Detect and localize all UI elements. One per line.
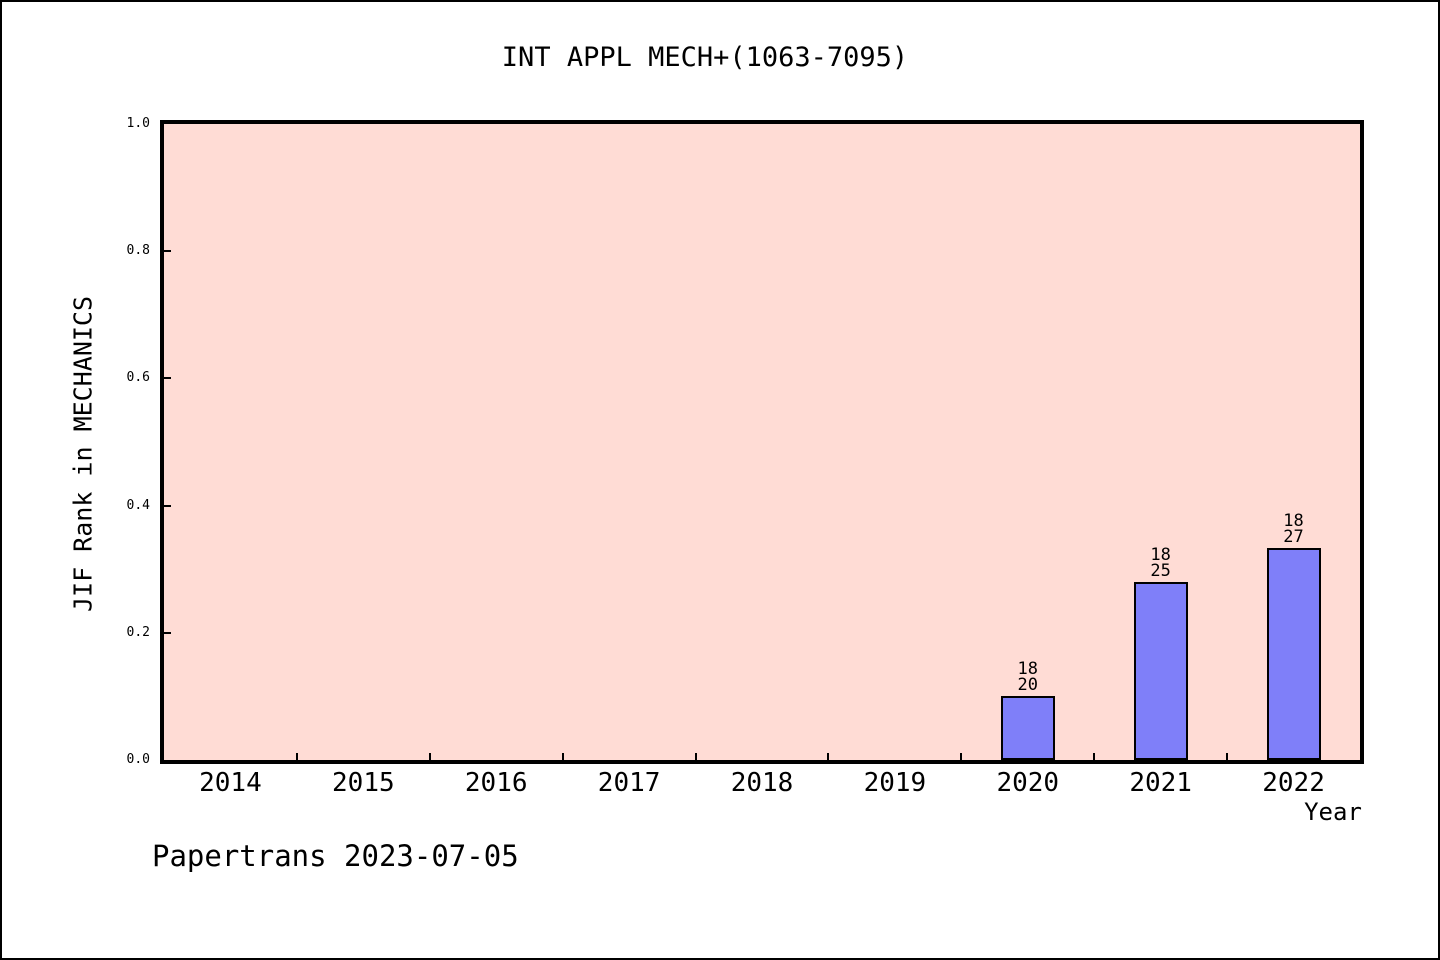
x-tick-mark: [561, 753, 564, 760]
y-tick-label-1.0: 1.0: [126, 116, 150, 131]
chart-title: INT APPL MECH+(1063-7095): [501, 42, 909, 73]
x-tick-mark: [827, 753, 830, 760]
y-tick-label-0.0: 0.0: [126, 752, 150, 767]
y-tick-mark: [164, 250, 171, 253]
y-tick-label-0.8: 0.8: [126, 243, 150, 259]
y-tick-mark: [164, 631, 171, 634]
x-tick-label-2017: 2017: [597, 768, 661, 798]
bar-2022: [1266, 548, 1321, 760]
x-tick-mark: [960, 753, 963, 760]
x-tick-mark: [694, 753, 697, 760]
x-tick-label-2014: 2014: [199, 768, 262, 798]
x-tick-mark: [1226, 753, 1229, 760]
bar-2021: [1133, 581, 1188, 760]
x-tick-mark: [1093, 753, 1096, 760]
footer-watermark: Papertrans 2023-07-05: [152, 839, 519, 873]
plot-area: 18 20 18 25 18 27: [160, 120, 1364, 764]
x-tick-label-2019: 2019: [863, 768, 927, 798]
x-tick-label-2018: 2018: [730, 768, 794, 798]
y-tick-mark: [164, 504, 171, 507]
bar-value-label-2020: 18 20: [1017, 659, 1038, 696]
y-tick-label-0.2: 0.2: [126, 624, 150, 640]
bar-value-label-2022: 18 27: [1283, 511, 1304, 548]
bar-value-label-2021: 18 25: [1150, 544, 1171, 581]
x-tick-label-2021: 2021: [1129, 768, 1192, 798]
y-tick-label-0.6: 0.6: [126, 370, 150, 386]
y-tick-mark: [164, 377, 171, 380]
y-axis-label: JIF Rank in MECHANICS: [68, 295, 98, 613]
plot-inner: 18 20 18 25 18 27: [164, 124, 1360, 760]
x-tick-label-2016: 2016: [464, 768, 528, 798]
x-tick-label-2020: 2020: [996, 768, 1060, 798]
y-tick-label-0.4: 0.4: [126, 497, 150, 513]
bar-2020: [1000, 696, 1055, 760]
x-tick-mark: [295, 753, 298, 760]
x-tick-label-2022: 2022: [1262, 768, 1325, 798]
x-axis-label: Year: [1304, 798, 1362, 826]
x-tick-mark: [428, 753, 431, 760]
x-tick-label-2015: 2015: [332, 768, 395, 798]
